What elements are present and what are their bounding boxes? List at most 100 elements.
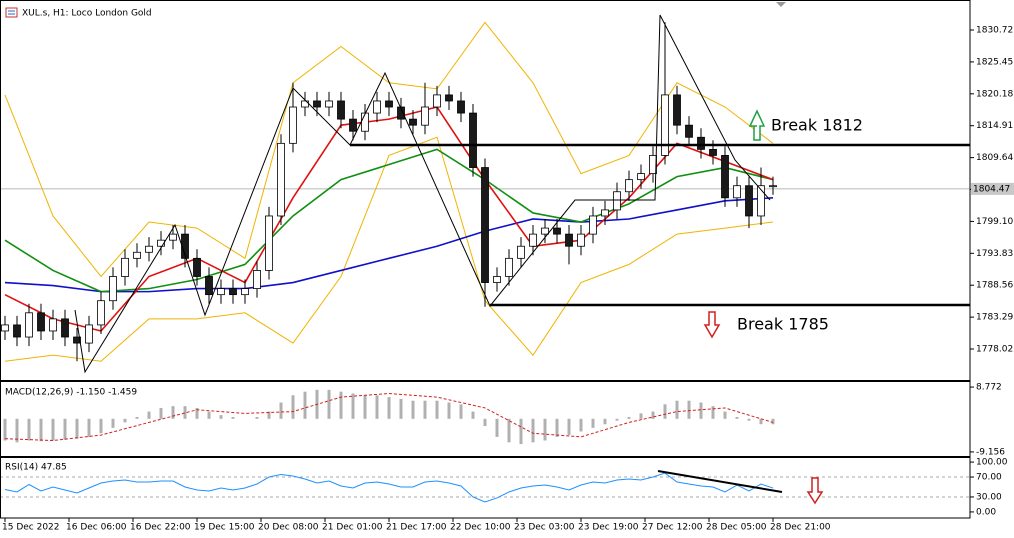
candle-body — [373, 100, 381, 114]
candle-body — [265, 215, 273, 271]
rsi-label: RSI(14) 47.85 — [5, 463, 67, 473]
macd-bar — [759, 418, 763, 425]
y-tick-label: 1814.91 — [976, 121, 1013, 131]
main-pane-frame — [0, 0, 971, 381]
macd-bar — [483, 418, 487, 427]
macd-bar — [15, 418, 19, 443]
down-arrow — [703, 311, 721, 339]
candle-body — [217, 288, 225, 296]
macd-bar — [495, 418, 499, 437]
macd-bar — [711, 406, 715, 419]
macd-bar — [123, 418, 127, 423]
candle-body — [325, 100, 333, 108]
candle-body — [277, 142, 285, 217]
y-tick-label: -9.156 — [976, 447, 1005, 457]
candle-body — [193, 257, 201, 277]
candle-body — [481, 167, 489, 283]
macd-bar — [579, 418, 583, 432]
x-tick-label: 28 Dec 05:00 — [706, 523, 767, 533]
indicator-line — [4, 197, 774, 293]
y-tick-label: 1778.02 — [976, 345, 1013, 355]
candle-body — [349, 118, 357, 132]
macd-bar — [543, 418, 547, 441]
x-tick-label: 20 Dec 08:00 — [258, 523, 319, 533]
y-tick-label: 1799.10 — [976, 217, 1013, 227]
candle-body — [445, 94, 453, 102]
candle-body — [733, 185, 741, 199]
candle-body — [61, 318, 69, 338]
candle-body — [181, 233, 189, 259]
candle-body — [97, 300, 105, 326]
macd-bar — [507, 418, 511, 443]
candle-body — [565, 233, 573, 247]
macd-bar — [735, 416, 739, 419]
macd-bar — [171, 406, 175, 419]
candle-body — [673, 94, 681, 126]
candle-body — [337, 100, 345, 120]
rsi-line — [4, 472, 774, 503]
candle-body — [385, 100, 393, 108]
x-tick-label: 21 Dec 01:00 — [322, 523, 383, 533]
macd-bar — [99, 418, 103, 434]
y-tick-label: 8.772 — [976, 383, 1002, 393]
candle-body — [517, 245, 525, 259]
candle-body — [709, 148, 717, 156]
candle-body — [697, 136, 705, 150]
macd-bar — [219, 415, 223, 419]
candle-body — [721, 155, 729, 199]
macd-bar — [675, 400, 679, 419]
rsi-trendline — [657, 470, 783, 493]
macd-bar — [687, 400, 691, 419]
macd-bar — [39, 418, 43, 442]
x-tick-label: 19 Dec 15:00 — [194, 523, 255, 533]
macd-bar — [531, 418, 535, 443]
candle-body — [1, 324, 9, 332]
macd-bar — [207, 411, 211, 419]
macd-bar — [591, 418, 595, 428]
candle-body — [493, 276, 501, 283]
candle-body — [553, 227, 561, 235]
candle-body — [133, 251, 141, 259]
candle-body — [85, 324, 93, 344]
plot-layer: 15 Dec 2022 16 Dec 06:00 16 Dec 22:00 19 De… — [0, 21, 1014, 533]
candle-body — [661, 94, 669, 156]
shift-marker — [776, 2, 786, 7]
chart-title: XUL.s, H1: Loco London Gold — [22, 9, 152, 19]
candle-body — [205, 276, 213, 296]
macd-bar — [555, 418, 559, 437]
macd-bar — [399, 398, 403, 419]
macd-bar — [459, 404, 463, 419]
indicator-line — [4, 106, 774, 332]
y-tick-label: 0.00 — [976, 507, 996, 517]
candle-body — [577, 233, 585, 247]
macd-bar — [663, 404, 667, 419]
macd-bar — [747, 418, 751, 421]
candle-body — [685, 124, 693, 138]
macd-bar — [519, 418, 523, 445]
candle-body — [625, 179, 633, 193]
macd-bar — [627, 416, 631, 419]
candle-body — [289, 106, 297, 144]
candle-body — [169, 233, 177, 241]
candle-body — [433, 94, 441, 108]
candle-body — [109, 276, 117, 302]
macd-bar — [339, 391, 343, 419]
candle-body — [769, 185, 777, 188]
y-tick-label: 100.00 — [976, 458, 1008, 468]
macd-bar — [111, 418, 115, 428]
macd-bar — [267, 411, 271, 419]
candle-body — [601, 209, 609, 217]
macd-bar — [351, 393, 355, 419]
macd-bar — [411, 400, 415, 419]
macd-bar — [255, 416, 259, 419]
candle-body — [541, 227, 549, 235]
annotation: Break 1812 — [771, 116, 863, 135]
candle-body — [313, 100, 321, 108]
macd-bar — [363, 395, 367, 419]
macd-bar — [159, 407, 163, 419]
candle-body — [745, 185, 753, 217]
x-tick-label: 16 Dec 06:00 — [66, 523, 127, 533]
candle-body — [613, 191, 621, 211]
macd-bar — [147, 411, 151, 419]
x-tick-label: 21 Dec 17:00 — [386, 523, 447, 533]
